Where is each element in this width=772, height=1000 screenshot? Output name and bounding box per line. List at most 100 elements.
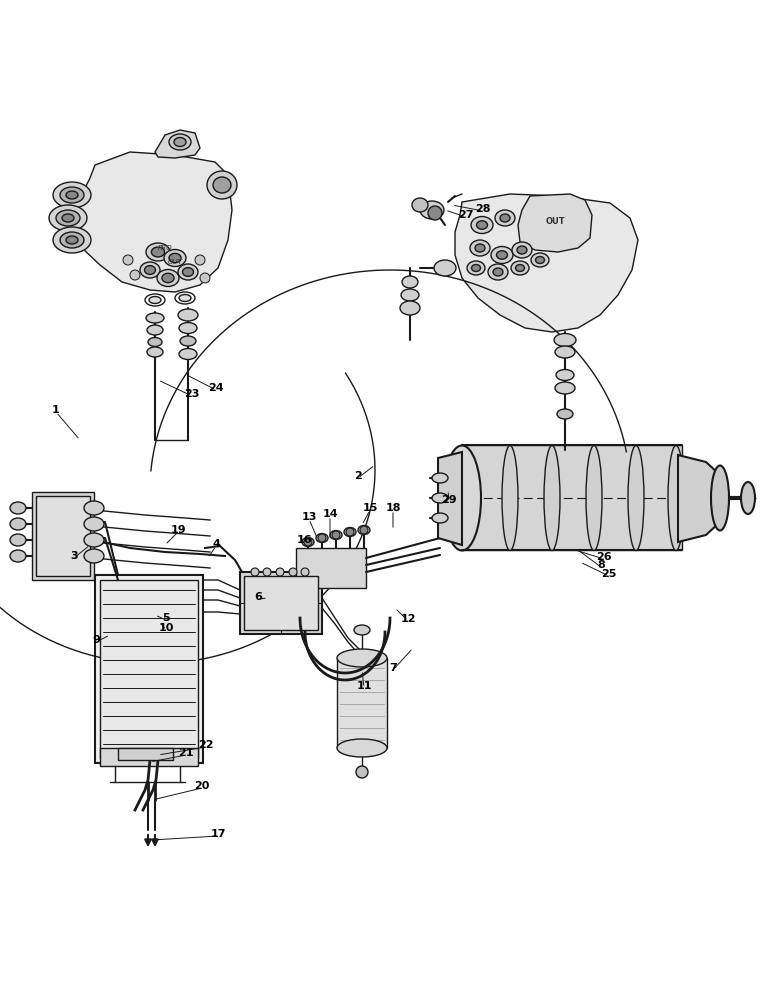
Bar xyxy=(95,575,203,763)
Polygon shape xyxy=(455,194,638,332)
Ellipse shape xyxy=(555,346,575,358)
Polygon shape xyxy=(78,152,232,292)
Text: 20: 20 xyxy=(195,781,210,791)
Polygon shape xyxy=(518,194,592,252)
Ellipse shape xyxy=(164,249,186,266)
Ellipse shape xyxy=(358,526,370,534)
Ellipse shape xyxy=(10,550,26,562)
Text: 5: 5 xyxy=(162,613,170,623)
Circle shape xyxy=(123,255,133,265)
Text: 18: 18 xyxy=(385,503,401,513)
Text: 17: 17 xyxy=(210,829,225,839)
Ellipse shape xyxy=(512,242,532,258)
Text: 29: 29 xyxy=(441,495,457,505)
Ellipse shape xyxy=(495,210,515,226)
Text: 14: 14 xyxy=(322,509,338,519)
Text: 22: 22 xyxy=(198,740,214,750)
Ellipse shape xyxy=(62,214,74,222)
Bar xyxy=(240,572,322,634)
Ellipse shape xyxy=(10,518,26,530)
Ellipse shape xyxy=(175,292,195,304)
Ellipse shape xyxy=(337,649,387,667)
Bar xyxy=(244,576,318,630)
Ellipse shape xyxy=(10,534,26,546)
Circle shape xyxy=(200,273,210,283)
Ellipse shape xyxy=(496,251,507,259)
Ellipse shape xyxy=(330,530,342,540)
Ellipse shape xyxy=(556,369,574,380)
Ellipse shape xyxy=(180,336,196,346)
Text: 24: 24 xyxy=(208,383,224,393)
Ellipse shape xyxy=(586,446,602,550)
Text: 19: 19 xyxy=(170,525,186,535)
Ellipse shape xyxy=(84,501,104,515)
Ellipse shape xyxy=(174,137,186,146)
Ellipse shape xyxy=(148,338,162,347)
Ellipse shape xyxy=(84,549,104,563)
Ellipse shape xyxy=(402,276,418,288)
Text: 10: 10 xyxy=(158,623,174,633)
Ellipse shape xyxy=(179,294,191,302)
Ellipse shape xyxy=(316,534,328,542)
Ellipse shape xyxy=(207,171,237,199)
Text: PRO: PRO xyxy=(157,245,172,251)
Bar xyxy=(32,492,94,580)
Text: 15: 15 xyxy=(362,503,378,513)
Ellipse shape xyxy=(711,466,729,530)
Text: 2: 2 xyxy=(354,471,362,481)
Ellipse shape xyxy=(344,528,356,536)
Bar xyxy=(100,748,198,766)
Ellipse shape xyxy=(84,533,104,547)
Ellipse shape xyxy=(401,289,419,301)
Ellipse shape xyxy=(146,243,170,261)
Ellipse shape xyxy=(516,264,524,271)
Polygon shape xyxy=(155,130,200,158)
Polygon shape xyxy=(678,455,722,542)
Text: 3: 3 xyxy=(70,551,78,561)
Ellipse shape xyxy=(531,253,549,267)
Circle shape xyxy=(289,568,297,576)
Ellipse shape xyxy=(140,262,160,278)
Ellipse shape xyxy=(488,264,508,280)
Ellipse shape xyxy=(420,201,444,219)
Ellipse shape xyxy=(493,268,503,276)
Circle shape xyxy=(195,255,205,265)
Circle shape xyxy=(346,528,354,536)
Ellipse shape xyxy=(178,264,198,280)
Ellipse shape xyxy=(491,246,513,263)
Ellipse shape xyxy=(60,232,84,248)
Text: OUT: OUT xyxy=(545,218,565,227)
Text: 13: 13 xyxy=(301,512,317,522)
Ellipse shape xyxy=(472,264,480,271)
Ellipse shape xyxy=(56,210,80,226)
Ellipse shape xyxy=(147,347,163,357)
Bar xyxy=(296,548,366,588)
Text: 21: 21 xyxy=(178,748,194,758)
Ellipse shape xyxy=(157,269,179,286)
Ellipse shape xyxy=(144,266,155,274)
Bar xyxy=(118,748,173,760)
Bar xyxy=(100,580,198,758)
Text: 25: 25 xyxy=(601,569,617,579)
Circle shape xyxy=(356,766,368,778)
Bar xyxy=(462,445,682,550)
Ellipse shape xyxy=(354,625,370,635)
Ellipse shape xyxy=(544,446,560,550)
Ellipse shape xyxy=(147,325,163,335)
Text: 12: 12 xyxy=(400,614,416,624)
Ellipse shape xyxy=(49,205,87,231)
Ellipse shape xyxy=(53,227,91,253)
Ellipse shape xyxy=(84,517,104,531)
Circle shape xyxy=(428,206,442,220)
Ellipse shape xyxy=(500,214,510,222)
Ellipse shape xyxy=(146,313,164,323)
Ellipse shape xyxy=(337,739,387,757)
Text: 28: 28 xyxy=(476,204,491,214)
Ellipse shape xyxy=(66,191,78,199)
Ellipse shape xyxy=(741,482,755,514)
Text: 8: 8 xyxy=(597,560,605,570)
Text: 7: 7 xyxy=(389,663,397,673)
Ellipse shape xyxy=(557,409,573,419)
Ellipse shape xyxy=(467,261,485,275)
Ellipse shape xyxy=(432,473,448,483)
